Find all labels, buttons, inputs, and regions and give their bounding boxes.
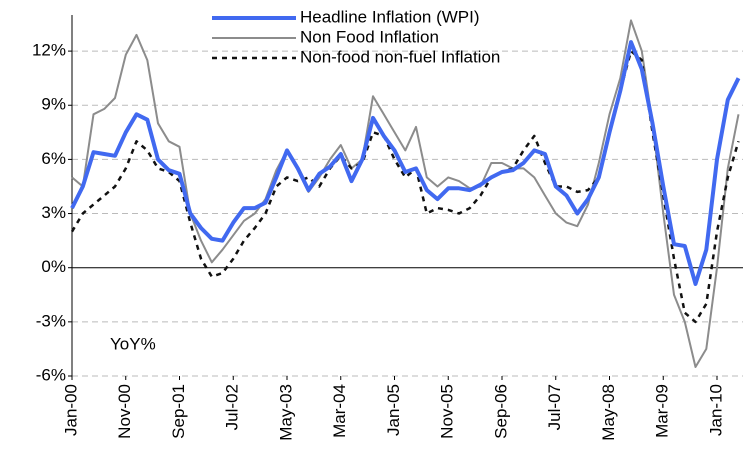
x-tick-label: Mar-04 — [330, 384, 349, 438]
y-tick-label: 0% — [41, 257, 66, 276]
x-tick-label: Jan-00 — [61, 384, 80, 436]
legend-label: Non-food non-fuel Inflation — [300, 47, 500, 66]
y-tick-label: 3% — [41, 203, 66, 222]
series-line — [70, 49, 740, 324]
y-tick-label: -3% — [36, 311, 66, 330]
y-tick-label: -6% — [36, 365, 66, 384]
x-tick-label: May-03 — [276, 384, 295, 441]
x-tick-label: Nov-00 — [115, 384, 134, 439]
y-tick-label: 12% — [32, 41, 66, 60]
annotation: YoY% — [110, 334, 156, 353]
x-tick-label: Sep-01 — [169, 384, 188, 439]
x-tick-label: Sep-06 — [491, 384, 510, 439]
legend-label: Headline Inflation (WPI) — [300, 7, 480, 26]
x-tick-label: Jul-02 — [223, 384, 242, 430]
x-tick-label: Jan-10 — [706, 384, 725, 436]
x-tick-label: Mar-09 — [653, 384, 672, 438]
series-line — [70, 40, 741, 286]
x-tick-label: Jan-05 — [384, 384, 403, 436]
y-tick-label: 6% — [41, 149, 66, 168]
legend-label: Non Food Inflation — [300, 27, 439, 46]
x-tick-label: May-08 — [599, 384, 618, 441]
x-tick-label: Jul-07 — [545, 384, 564, 430]
series-line — [71, 19, 740, 368]
y-tick-label: 9% — [41, 95, 66, 114]
x-tick-label: Nov-05 — [438, 384, 457, 439]
